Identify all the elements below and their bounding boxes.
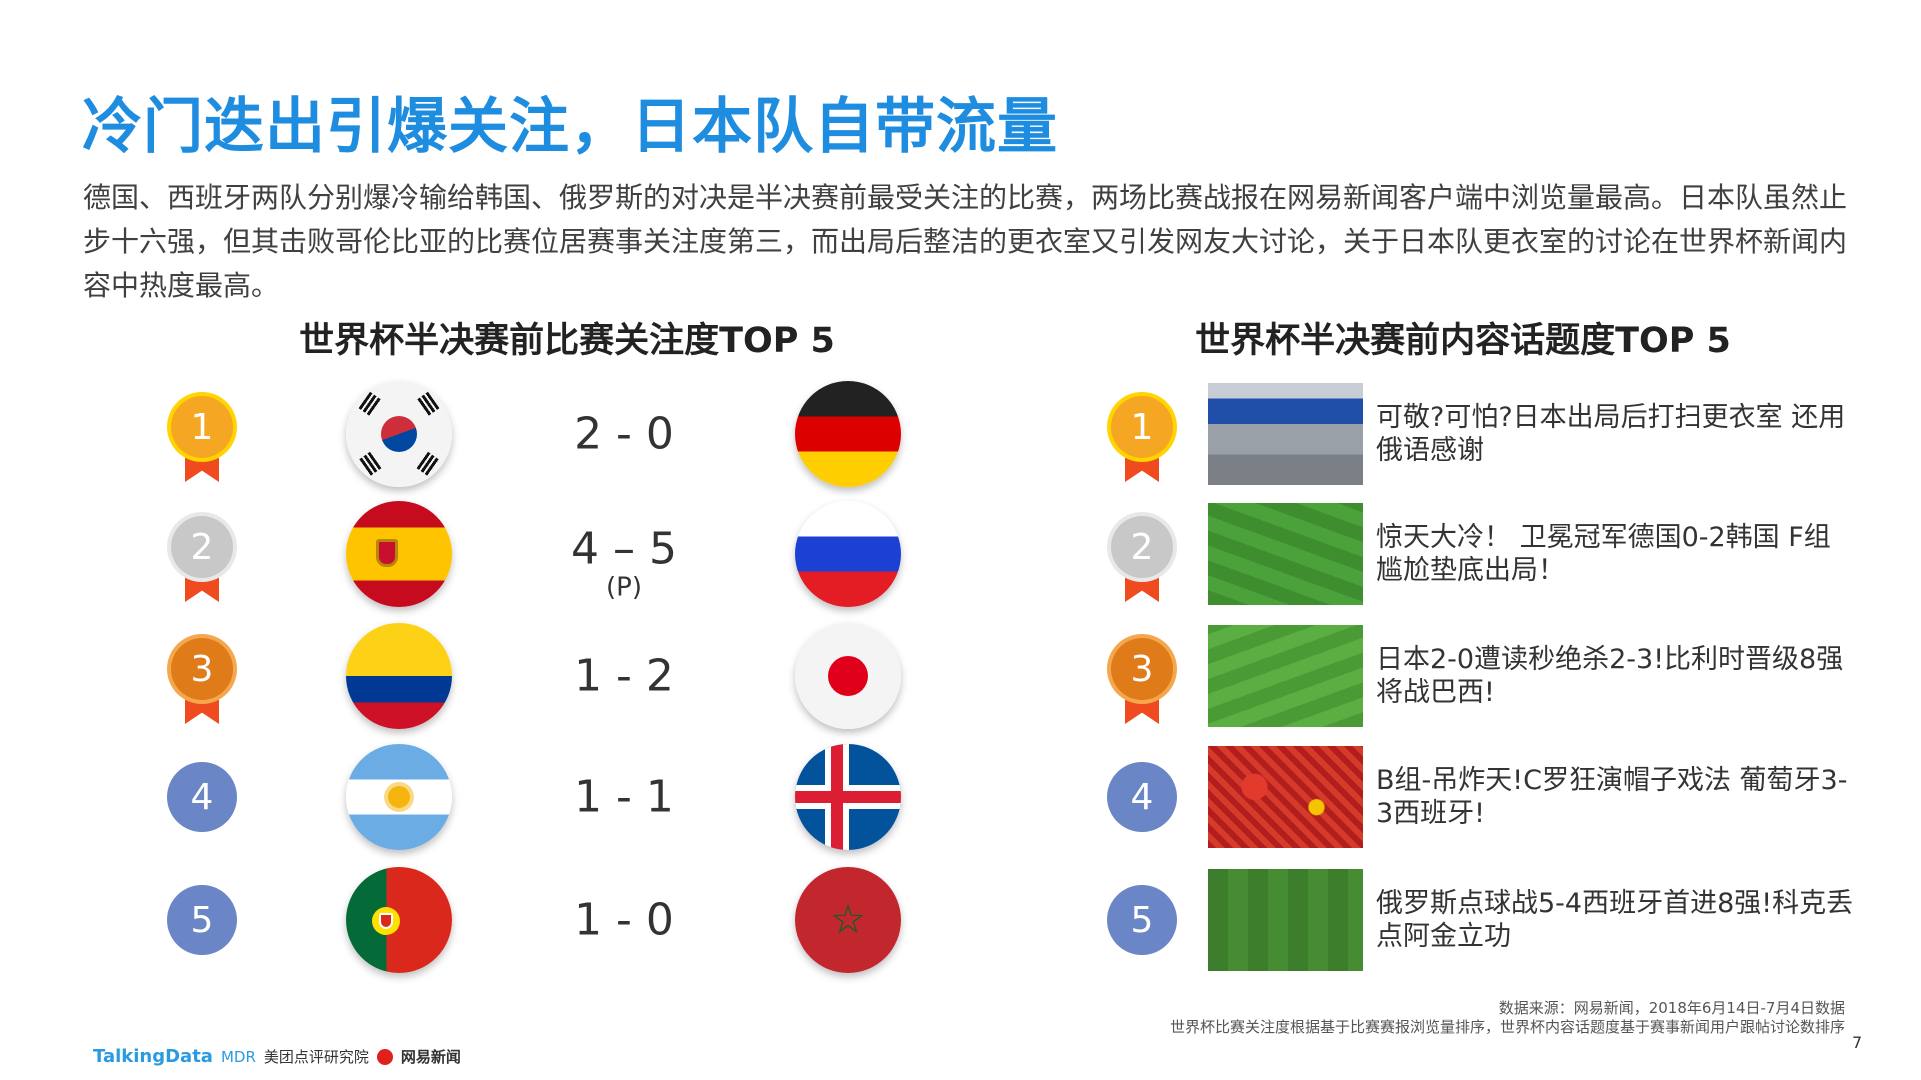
- news-headline[interactable]: 俄罗斯点球战5-4西班牙首进8强!科克丢点阿金立功: [1376, 888, 1854, 952]
- match-score: 1 - 0: [574, 894, 674, 946]
- mdr-logo: MDR: [220, 1047, 256, 1066]
- flag-portugal-icon: [346, 867, 452, 973]
- flag-iceland-icon: [795, 744, 901, 850]
- match-score: 1 - 2: [574, 650, 674, 702]
- flag-korea-icon: [346, 381, 452, 487]
- news-photo[interactable]: [1208, 746, 1363, 848]
- topic-rank-medal: 1: [1111, 396, 1173, 496]
- talkingdata-logo: TalkingData: [93, 1046, 213, 1067]
- page-title: 冷门迭出引爆关注，日本队自带流量: [82, 92, 1058, 162]
- news-photo[interactable]: [1208, 625, 1363, 727]
- left-section-title: 世界杯半决赛前比赛关注度TOP 5: [299, 321, 835, 361]
- page-number: 7: [1852, 1033, 1863, 1052]
- rank-medal: 4: [167, 762, 237, 832]
- flag-russia-icon: [795, 501, 901, 607]
- news-headline[interactable]: 日本2-0遭读秒绝杀2-3!比利时晋级8强将战巴西!: [1376, 644, 1844, 708]
- flag-morocco-icon: ☆: [795, 867, 901, 973]
- topic-rank-medal: 3: [1111, 638, 1173, 738]
- rank-medal: 2: [171, 516, 233, 616]
- intro-paragraph: 德国、西班牙两队分别爆冷输给韩国、俄罗斯的对决是半决赛前最受关注的比赛，两场比赛…: [83, 181, 1848, 302]
- news-photo[interactable]: [1208, 383, 1363, 485]
- netease-icon: [376, 1048, 393, 1065]
- topic-rank-medal: 4: [1107, 762, 1177, 832]
- topic-rank-medal: 2: [1111, 516, 1173, 616]
- logo-bar: TalkingData MDR 美团点评研究院 网易新闻: [93, 1046, 461, 1067]
- penalty-note: (P): [606, 572, 642, 603]
- news-photo[interactable]: [1208, 503, 1363, 605]
- flag-argentina-icon: [346, 744, 452, 850]
- flag-colombia-icon: [346, 623, 452, 729]
- netease-logo: 网易新闻: [400, 1048, 461, 1066]
- ranking-note: 世界杯比赛关注度根据基于比赛赛报浏览量排序，世界杯内容话题度基于赛事新闻用户跟帖…: [1169, 1018, 1845, 1036]
- flag-germany-icon: [795, 381, 901, 487]
- news-headline[interactable]: B组-吊炸天!C罗狂演帽子戏法 葡萄牙3-3西班牙!: [1376, 765, 1848, 829]
- news-headline[interactable]: 可敬?可怕?日本出局后打扫更衣室 还用俄语感谢: [1376, 402, 1846, 466]
- flag-japan-icon: [795, 623, 901, 729]
- match-score: 4 – 5 (P): [571, 523, 677, 603]
- flag-spain-icon: [346, 501, 452, 607]
- news-headline[interactable]: 惊天大冷！ 卫冕冠军德国0-2韩国 F组尴尬垫底出局！: [1376, 522, 1831, 586]
- rank-medal: 3: [171, 638, 233, 738]
- rank-medal: 1: [171, 396, 233, 496]
- news-photo[interactable]: [1208, 869, 1363, 971]
- topic-rank-medal: 5: [1107, 885, 1177, 955]
- match-score: 2 - 0: [574, 408, 674, 460]
- match-score: 1 - 1: [574, 771, 674, 823]
- data-source: 数据来源：网易新闻，2018年6月14日-7月4日数据: [1498, 999, 1845, 1017]
- right-section-title: 世界杯半决赛前内容话题度TOP 5: [1195, 321, 1731, 361]
- rank-medal: 5: [167, 885, 237, 955]
- meituan-logo: 美团点评研究院: [263, 1048, 369, 1066]
